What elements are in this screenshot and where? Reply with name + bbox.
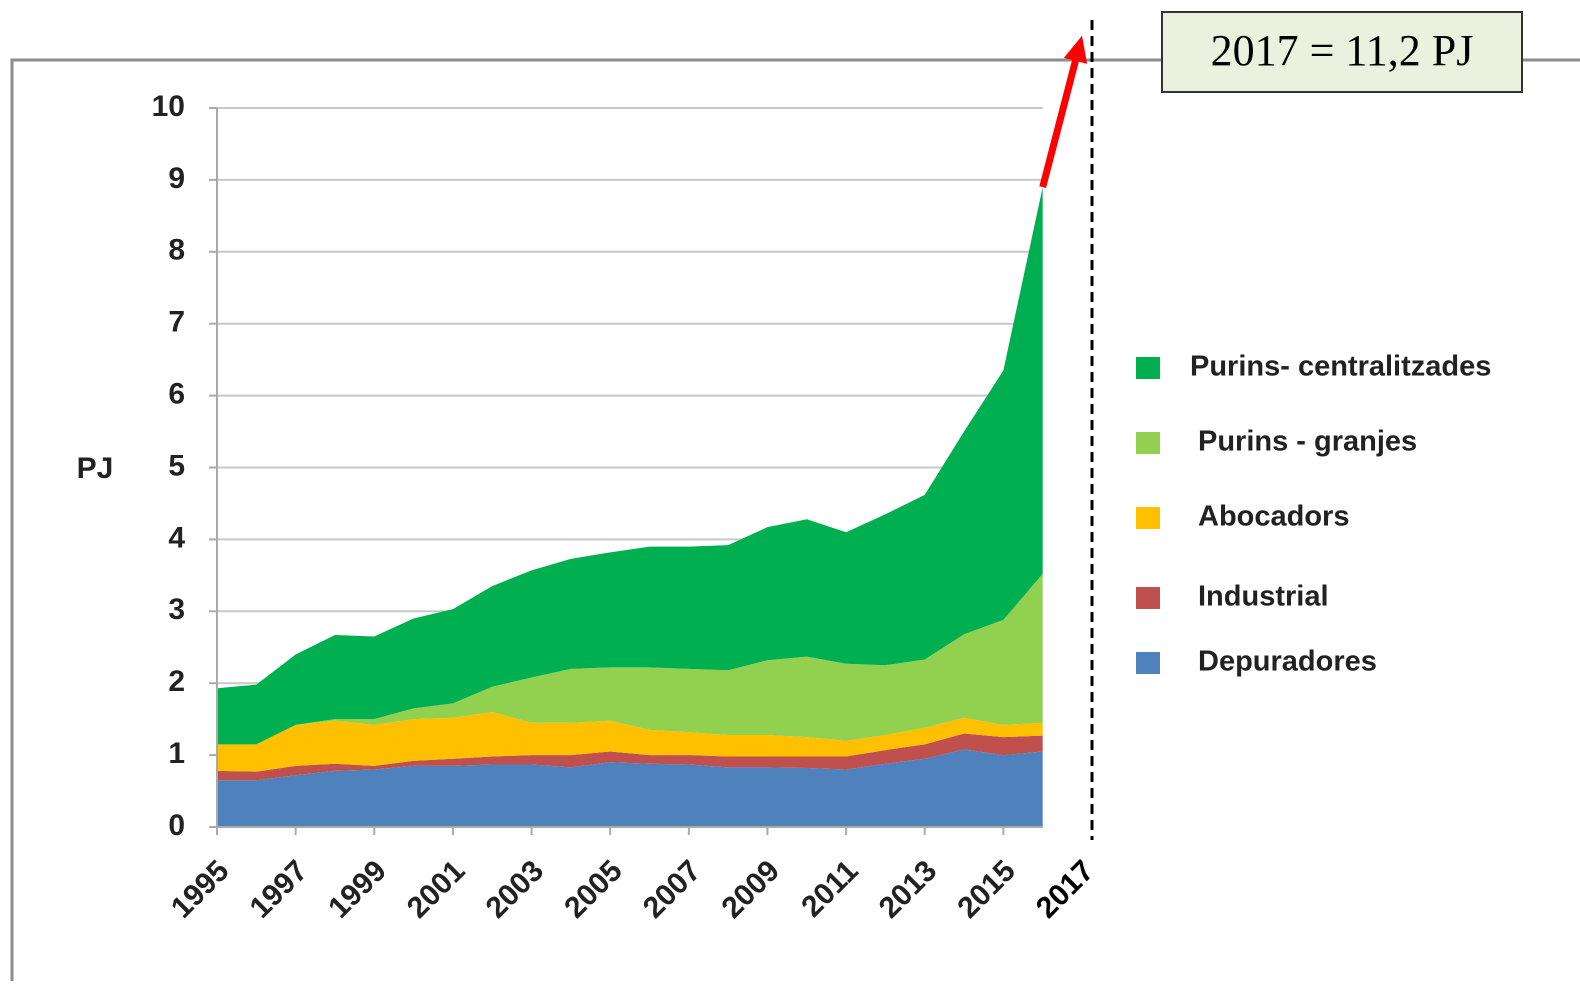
area xyxy=(217,749,1043,827)
x-tick-label: 2003 xyxy=(480,854,551,925)
x-tick-label: 2001 xyxy=(401,854,472,925)
legend-swatch xyxy=(1136,432,1160,454)
x-tick-label: 2009 xyxy=(715,854,786,925)
legend-swatch xyxy=(1136,507,1160,529)
y-tick-label: 3 xyxy=(168,593,185,626)
legend-label: Industrial xyxy=(1198,581,1329,613)
y-axis-label: PJ xyxy=(77,452,114,485)
legend-label: Depuradores xyxy=(1198,646,1377,678)
x-tick-label: 2013 xyxy=(873,854,944,925)
y-tick-label: 2 xyxy=(168,665,185,698)
x-tick-label: 2011 xyxy=(795,854,864,923)
y-tick-label: 4 xyxy=(168,521,185,554)
legend-label: Purins - granjes xyxy=(1198,426,1417,458)
legend-swatch xyxy=(1136,652,1160,674)
y-tick-label: 1 xyxy=(168,737,185,770)
legend-label: Abocadors xyxy=(1198,501,1349,533)
y-tick-label: 0 xyxy=(168,809,185,842)
x-tick-label: 1999 xyxy=(322,854,393,925)
x-tick-label: 2017 xyxy=(1030,854,1101,925)
arrow-head xyxy=(1063,35,1088,64)
x-tick-label: 2007 xyxy=(637,854,708,925)
x-tick-label: 2005 xyxy=(558,854,629,925)
annotation-box xyxy=(1161,11,1523,93)
y-tick-label: 7 xyxy=(168,306,185,339)
arrow-shaft xyxy=(1039,49,1082,188)
legend-swatch xyxy=(1136,587,1160,609)
legend-swatch xyxy=(1136,357,1160,379)
annotation-text: 2017 = 11,2 PJ xyxy=(1211,26,1474,75)
y-tick-label: 9 xyxy=(168,162,185,195)
y-tick-label: 6 xyxy=(168,378,185,411)
y-tick-label: 10 xyxy=(152,90,185,123)
area xyxy=(217,573,1043,745)
area xyxy=(217,187,1043,745)
x-tick-label: 2015 xyxy=(951,854,1022,925)
legend-label: Purins- centralitzades xyxy=(1190,351,1491,383)
x-tick-label: 1997 xyxy=(244,854,315,925)
x-tick-label: 1995 xyxy=(165,854,236,925)
area xyxy=(217,733,1043,781)
y-tick-label: 8 xyxy=(168,234,185,267)
y-tick-label: 5 xyxy=(168,449,185,482)
area xyxy=(217,711,1043,772)
frame xyxy=(10,58,1580,981)
